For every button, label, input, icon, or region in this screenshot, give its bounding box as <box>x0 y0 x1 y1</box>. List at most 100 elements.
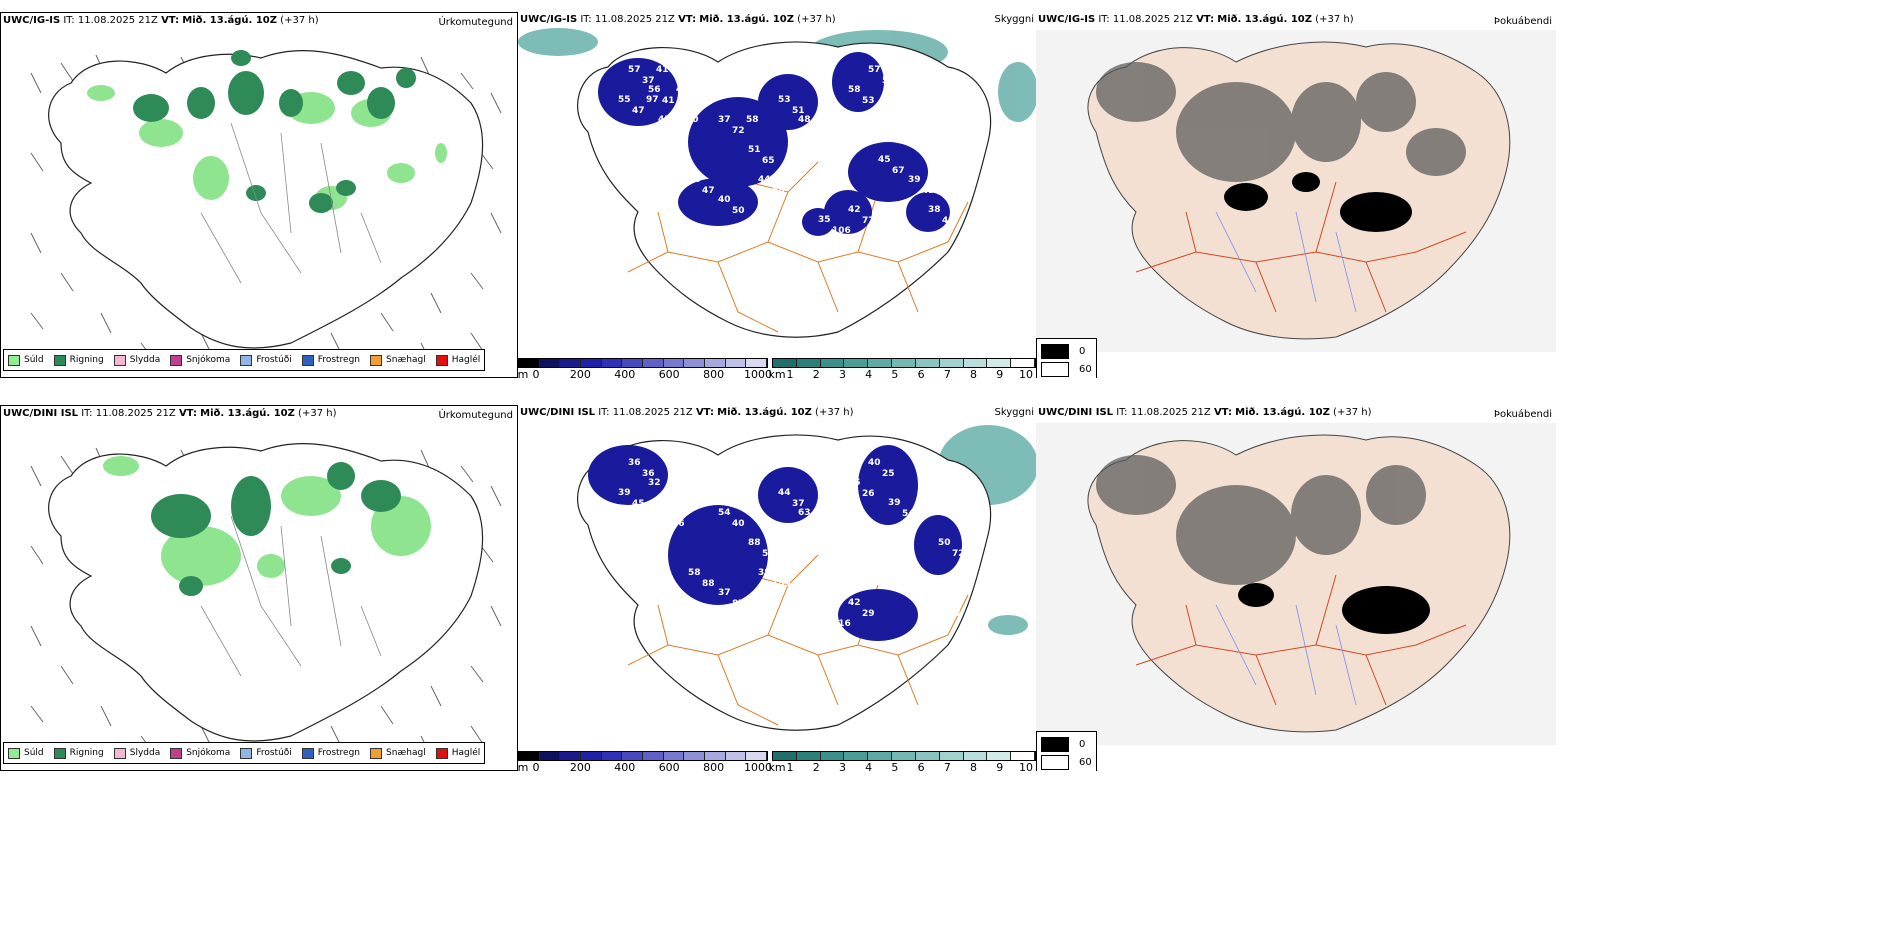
precip-cells-rain <box>133 50 416 213</box>
it-label: IT: <box>81 408 93 419</box>
ceiling-value-label: 106 <box>832 226 851 236</box>
precip-legend: Súld Rigning Slydda Snjókoma Frostúði Frostre… <box>3 349 486 371</box>
legend-swatch <box>240 747 253 759</box>
river-lines <box>200 122 382 284</box>
ceiling-value-label: 57 <box>812 126 825 136</box>
legend-label: Frostúði <box>256 748 292 758</box>
scale-tick-label: 4 <box>865 761 873 771</box>
scale-swatch <box>539 359 561 367</box>
ceiling-panel-row1: UWC/IG-IS IT: 11.08.2025 21Z VT: Mið. 13… <box>518 12 1036 378</box>
panel-header: UWC/IG-IS IT: 11.08.2025 21Z VT: Mið. 13… <box>1038 14 1354 25</box>
ceiling-value-label: 50 <box>732 206 745 216</box>
scale-tick-label: 7 <box>943 368 951 378</box>
ceiling-value-label: 52 <box>762 549 775 559</box>
scale-swatch <box>939 359 964 367</box>
legend-label: Frostregn <box>317 748 361 758</box>
it-label: IT: <box>1098 14 1110 25</box>
legend-label: Rigning <box>69 748 104 758</box>
model-name: UWC/DINI ISL <box>520 407 596 418</box>
ceiling-value-label: 37 <box>792 499 805 509</box>
scale-swatch <box>1011 752 1035 760</box>
scale-tick-label: 1 <box>786 368 794 378</box>
lead-time: (+37 h) <box>1333 407 1372 418</box>
scale-swatch <box>987 359 1012 367</box>
fog-legend-swatch <box>1041 343 1069 359</box>
vt-value: Mið. 13.ágú. 10Z <box>1217 14 1312 25</box>
scale-swatch <box>560 752 582 760</box>
ceiling-value-label: 37 <box>642 76 655 86</box>
ceiling-value-label: 42 <box>848 598 861 608</box>
scale-swatch <box>601 752 623 760</box>
precip-legend-item: Rigning <box>53 354 104 366</box>
scale-swatch <box>684 359 706 367</box>
scale-ticks: km 1 2 3 4 5 6 7 8 9 10 <box>768 368 1036 378</box>
scale-tick-label: 600 <box>658 761 680 771</box>
ceiling-value-label: 63 <box>818 608 831 618</box>
scale-swatch <box>773 752 797 760</box>
scale-tick-label: 0 <box>532 368 540 378</box>
scale-tick-label: 5 <box>891 761 899 771</box>
scale-tick-label: 1000 <box>744 761 772 771</box>
scale-swatch <box>844 752 869 760</box>
ceiling-value-label: 193 <box>942 609 961 619</box>
fog-legend-swatch <box>1041 736 1069 752</box>
ceiling-value-label: 38 <box>758 568 771 578</box>
scale-tick-label: 5 <box>891 368 899 378</box>
scale-swatch <box>915 752 940 760</box>
scale-tick-label: 10 <box>1019 368 1033 378</box>
lead-time: (+37 h) <box>797 14 836 25</box>
vt-label: VT: <box>1196 14 1215 25</box>
vt-value: Mið. 13.ágú. 10Z <box>1235 407 1330 418</box>
fog-legend: 0 60 <box>1036 338 1097 378</box>
ceiling-value-label: 43 <box>922 186 935 196</box>
ceiling-value-label: 58 <box>746 115 759 125</box>
scale-swatch <box>796 359 821 367</box>
model-name: UWC/IG-IS <box>520 14 578 25</box>
precip-legend-item: Frostregn <box>301 747 361 759</box>
it-value: 11.08.2025 21Z <box>1130 407 1211 418</box>
ceiling-value-label: 25 <box>882 469 895 479</box>
roads-rivers <box>1135 181 1467 313</box>
panel-title: Skyggni <box>994 14 1034 25</box>
model-name: UWC/IG-IS <box>3 15 61 26</box>
fog-legend-row: 60 <box>1041 753 1092 771</box>
scale-swatch <box>939 752 964 760</box>
fog-legend-row: 60 <box>1041 360 1092 378</box>
scale-tick-label: 10 <box>1019 761 1033 771</box>
ceiling-value-label: 46 <box>662 489 675 499</box>
scale-tick-label: 6 <box>917 761 925 771</box>
precip-legend-item: Rigning <box>53 747 104 759</box>
roads-rivers <box>1135 574 1467 706</box>
ceiling-value-label: 45 <box>658 115 671 125</box>
model-name: UWC/DINI ISL <box>3 408 79 419</box>
ceiling-value-label: 39 <box>618 488 631 498</box>
fog-legend-label: 0 <box>1079 345 1086 357</box>
scale-tick-label: 800 <box>703 368 725 378</box>
legend-swatch <box>370 747 383 759</box>
ceiling-value-label: 67 <box>892 166 905 176</box>
scale-swatch <box>601 359 623 367</box>
precip-legend-item: Slydda <box>113 747 160 759</box>
scale-swatch <box>539 752 561 760</box>
legend-label: Súld <box>24 748 44 758</box>
ceiling-value-label: 51 <box>792 106 805 116</box>
ceiling-value-label: 40 <box>718 195 731 205</box>
lead-time: (+37 h) <box>280 15 319 26</box>
scale-swatch <box>663 752 685 760</box>
legend-swatch <box>8 747 20 759</box>
precip-legend-item: Haglél <box>435 747 480 759</box>
scale-tick-label: 8 <box>970 368 978 378</box>
precip-legend-item: Snjókoma <box>170 747 230 759</box>
scale-swatch <box>622 752 644 760</box>
scale-swatch <box>963 359 988 367</box>
scale-tick-label: 1 <box>786 761 794 771</box>
legend-swatch <box>435 747 448 759</box>
lead-time: (+37 h) <box>815 407 854 418</box>
legend-label: Slydda <box>129 355 161 365</box>
scale-unit: m <box>518 368 529 378</box>
scale-tick-label: 9 <box>996 761 1004 771</box>
precip-legend-item: Frostúði <box>240 354 292 366</box>
fog-legend-label: 60 <box>1079 363 1092 375</box>
ceiling-value-label: 53 <box>862 96 875 106</box>
